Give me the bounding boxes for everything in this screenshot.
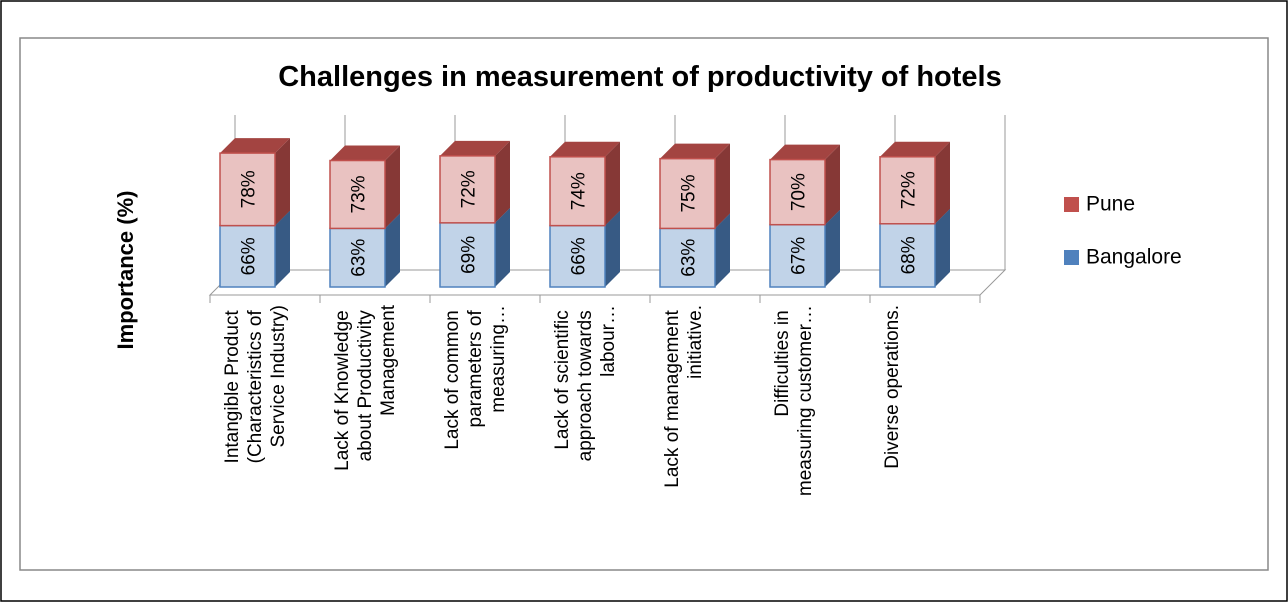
value-label: 73% (349, 175, 370, 213)
bar-side (605, 210, 620, 287)
bar-top (220, 138, 290, 154)
bar-side (275, 138, 290, 226)
legend-swatch (1064, 197, 1079, 212)
value-label: 63% (349, 239, 370, 277)
bar (439, 155, 496, 224)
value-label: 72% (459, 170, 480, 208)
bar-side (935, 208, 950, 287)
bar (659, 157, 716, 230)
bar-side (715, 143, 730, 229)
y-axis-label: Importance (%) (113, 191, 138, 350)
bar (659, 227, 716, 288)
value-label: 63% (679, 239, 700, 277)
bar-side (825, 209, 840, 287)
bar-segment (219, 138, 290, 227)
bar (879, 156, 936, 225)
bar-top (660, 143, 730, 159)
legend-label: Bangalore (1086, 246, 1182, 269)
value-label: 68% (899, 236, 920, 274)
bar-side (275, 210, 290, 287)
bar (329, 159, 386, 230)
value-label: 67% (789, 237, 810, 275)
bar-segment (549, 141, 620, 227)
legend-swatch (1064, 250, 1079, 265)
x-tick-label: Lack of Knowledge about Productivity Man… (332, 304, 399, 471)
value-label: 66% (569, 237, 590, 275)
value-label: 74% (569, 172, 590, 210)
bar-side (385, 145, 400, 229)
x-tick-label: Lack of management initiative. (662, 305, 706, 488)
value-label: 78% (239, 170, 260, 208)
bar-top (330, 145, 400, 161)
bar (549, 156, 606, 227)
x-tick-label: Lack of scientific approach towards labo… (552, 305, 619, 461)
legend-label: Pune (1086, 193, 1135, 216)
bar-segment (879, 141, 950, 225)
value-label: 70% (789, 173, 810, 211)
bar-side (825, 144, 840, 225)
x-tick-label: Lack of common parameters of measuring… (442, 305, 509, 450)
chart-title: Challenges in measurement of productivit… (278, 61, 1002, 93)
bar-side (385, 213, 400, 287)
bar-segment (329, 145, 400, 230)
bar-top (880, 141, 950, 157)
x-tick-label: Diverse operations. (882, 305, 903, 469)
bar (219, 224, 276, 288)
bar-side (495, 207, 510, 287)
bar (549, 224, 606, 288)
bar-side (495, 140, 510, 223)
bar (769, 158, 826, 226)
bar (219, 152, 276, 227)
x-tick-label: Intangible Product (Characteristics of S… (222, 305, 289, 463)
bar-segment (769, 144, 840, 226)
bar (329, 227, 386, 288)
value-label: 75% (679, 174, 700, 212)
bar-top (770, 144, 840, 160)
bar-segment (659, 143, 730, 230)
bar-side (935, 141, 950, 224)
bar-segment (439, 140, 510, 224)
chart-frame (19, 37, 1269, 571)
value-label: 66% (239, 237, 260, 275)
bar-top (550, 141, 620, 157)
bar-top (440, 140, 510, 156)
x-tick-label: Difficulties in measuring customer… (772, 305, 816, 496)
value-label: 72% (899, 171, 920, 209)
bar-side (715, 213, 730, 287)
value-label: 69% (459, 236, 480, 274)
bar-side (605, 141, 620, 226)
